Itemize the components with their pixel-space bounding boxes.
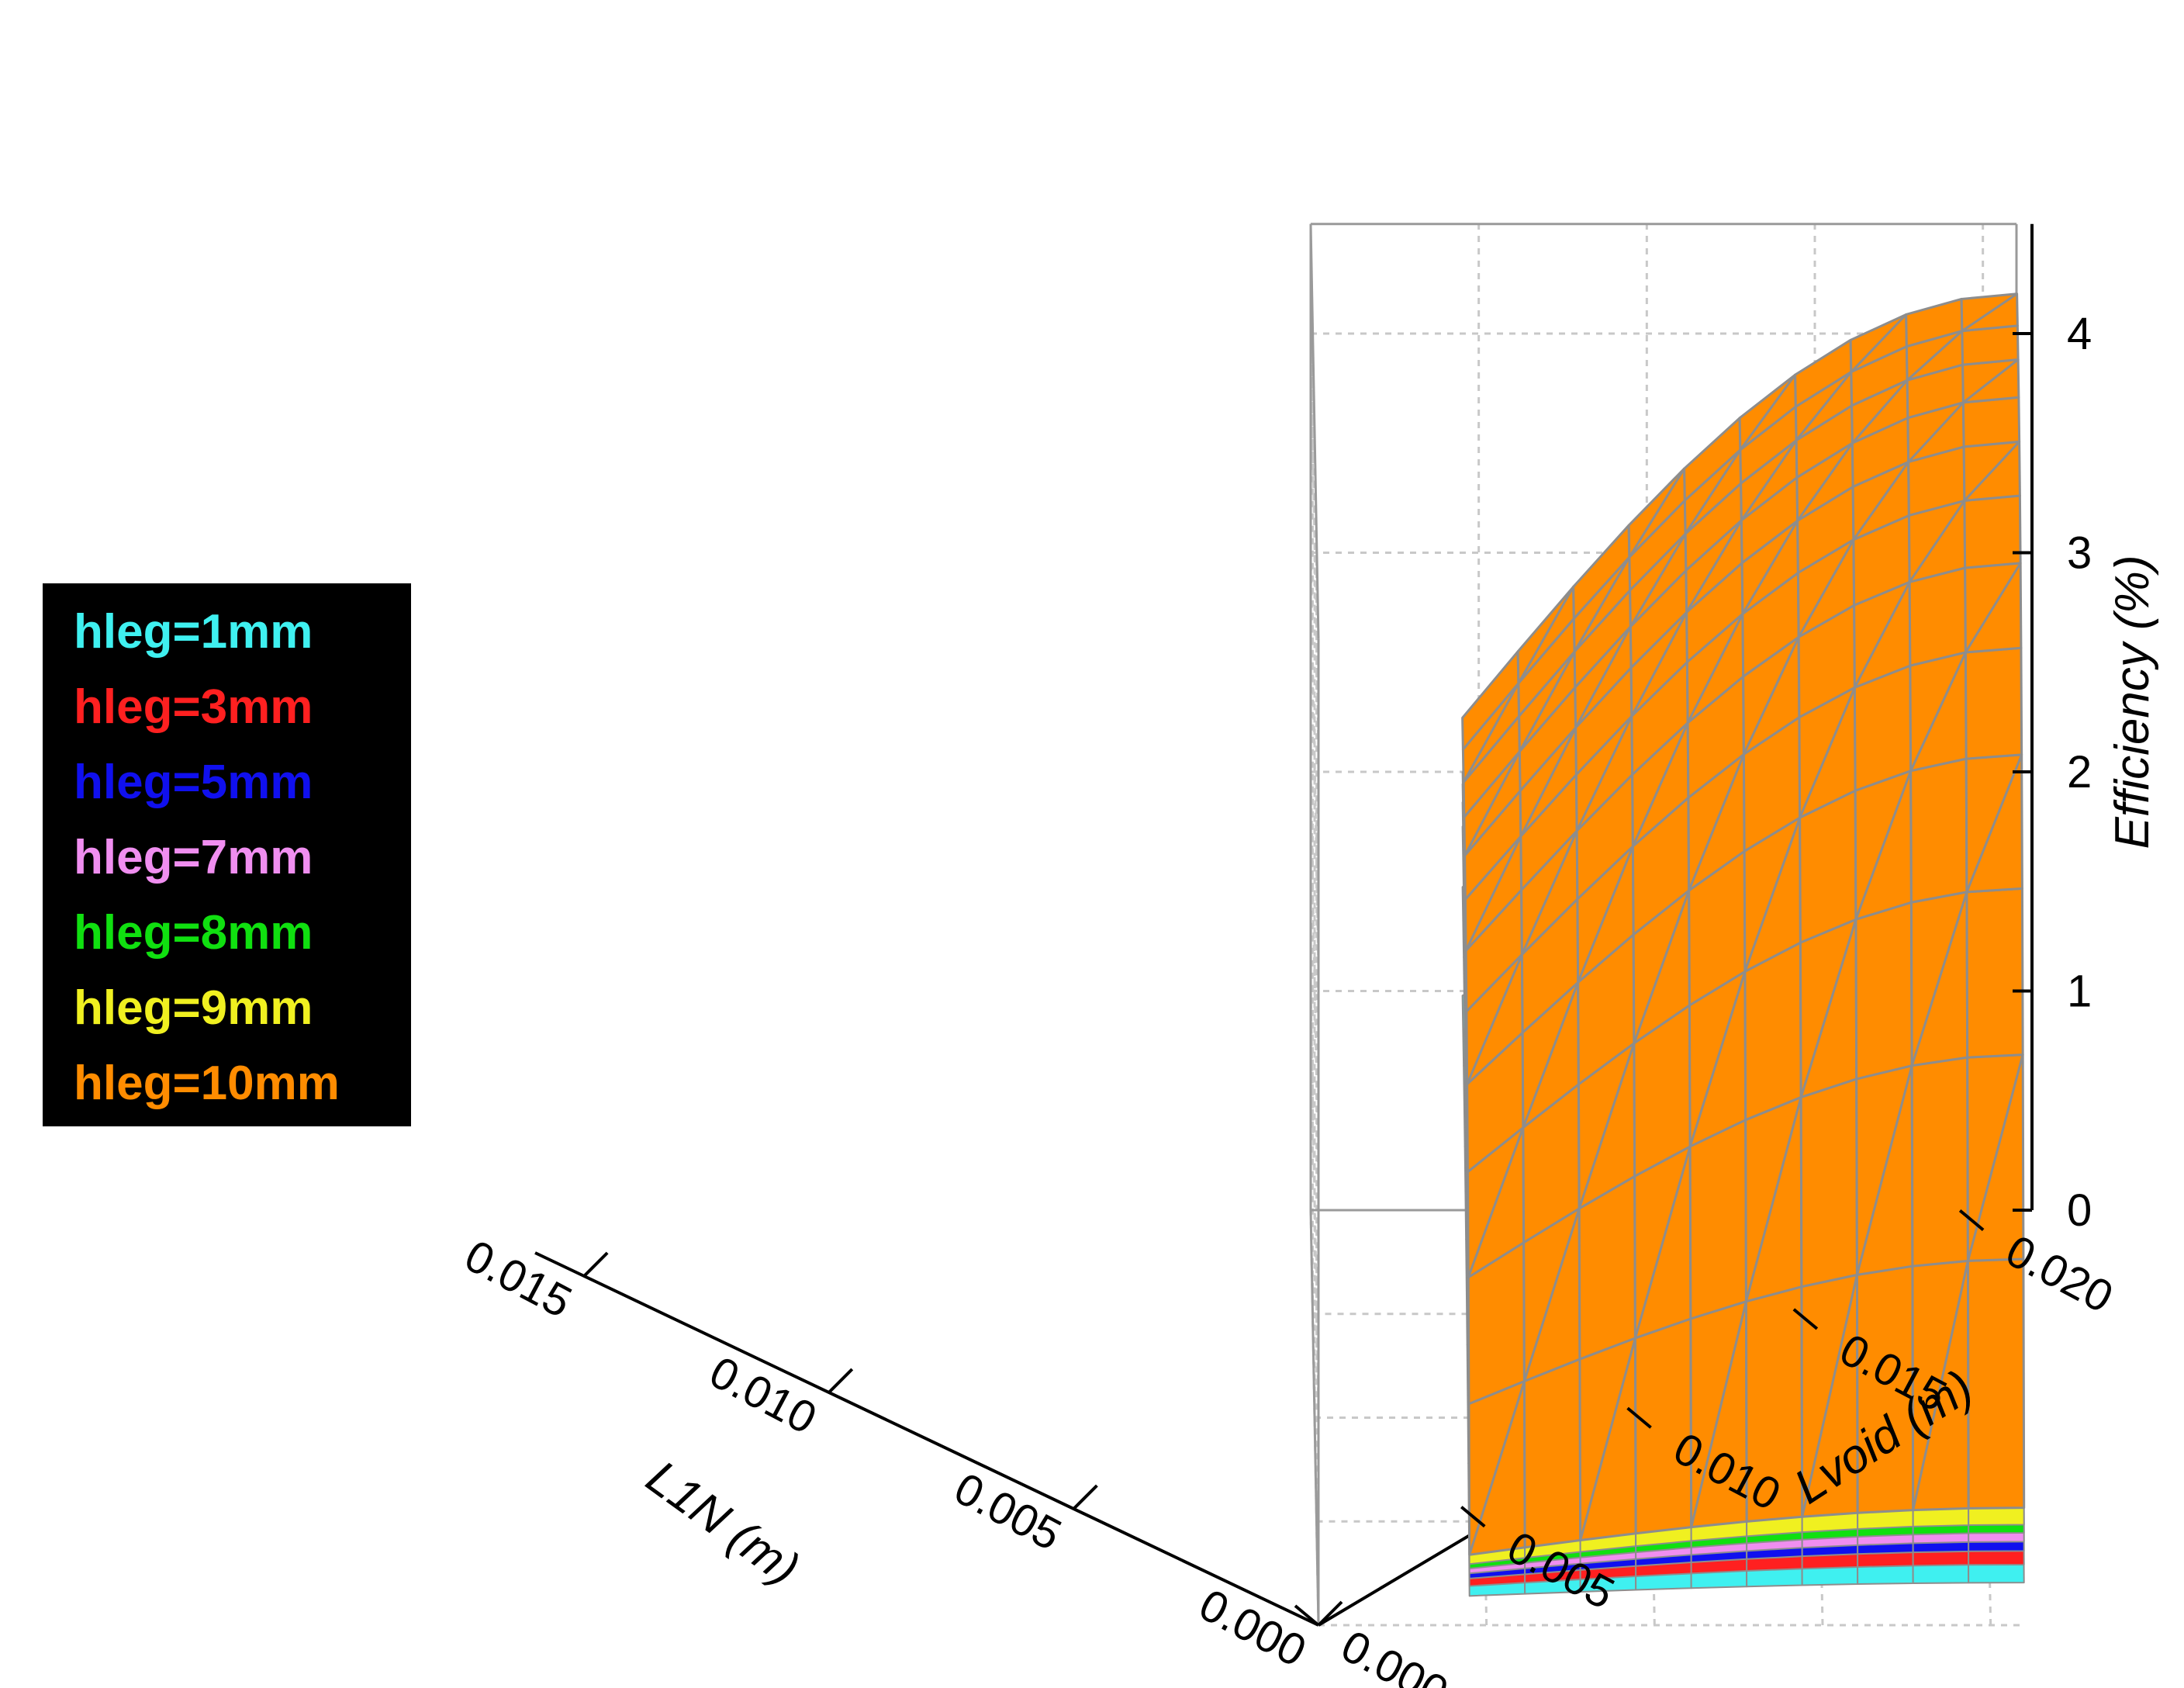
y-tick-mark xyxy=(1294,1604,1320,1627)
z-axis-title: Efficiency (%) xyxy=(2106,555,2159,849)
x-tick-mark xyxy=(582,1251,609,1278)
z-tick-label: 3 xyxy=(2067,528,2092,579)
y-tick-mark xyxy=(1958,1209,1985,1232)
z-tick-label: 2 xyxy=(2067,747,2092,797)
y-tick-mark xyxy=(1460,1506,1486,1528)
legend-item-hleg=9mm: hleg=9mm xyxy=(74,981,313,1035)
x-tick-label: 0.015 xyxy=(457,1230,580,1328)
y-tick-mark xyxy=(1792,1308,1819,1330)
legend-item-hleg=3mm: hleg=3mm xyxy=(74,680,313,734)
legend-item-hleg=10mm: hleg=10mm xyxy=(74,1057,340,1110)
legend: hleg=1mm hleg=3mm hleg=5mm hleg=7mm hleg=8mm… xyxy=(43,583,411,1126)
surface-hleg=10mm xyxy=(1461,292,2026,1556)
legend-item-hleg=1mm: hleg=1mm xyxy=(74,605,313,659)
surfaces xyxy=(1461,292,2026,1597)
z-tick-label: 0 xyxy=(2067,1185,2092,1236)
legend-item-hleg=7mm: hleg=7mm xyxy=(74,831,313,884)
x-axis-title: L1N (m) xyxy=(637,1451,809,1596)
z-tick-label: 1 xyxy=(2067,967,2092,1017)
legend-item-hleg=8mm: hleg=8mm xyxy=(74,906,313,960)
z-tick-label: 4 xyxy=(2067,309,2092,359)
legend-item-hleg=5mm: hleg=5mm xyxy=(74,756,313,809)
x-tick-mark xyxy=(1072,1484,1098,1510)
x-tick-mark xyxy=(828,1368,854,1394)
y-tick-mark xyxy=(1626,1406,1652,1429)
y-tick-label: 0.000 xyxy=(1333,1621,1457,1688)
x-tick-mark xyxy=(1317,1600,1343,1627)
